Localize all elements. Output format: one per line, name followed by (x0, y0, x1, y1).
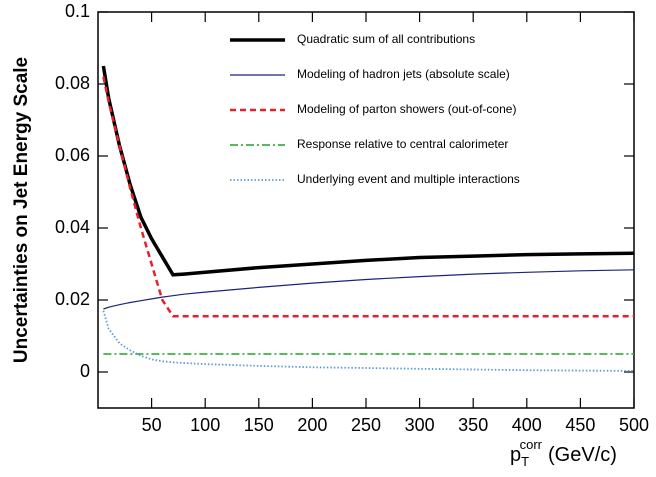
legend-label: Underlying event and multiple interactio… (297, 172, 520, 186)
series-line (102, 310, 635, 372)
x-tick-label: 100 (190, 415, 220, 435)
legend-label: Response relative to central calorimeter (297, 137, 508, 151)
x-tick-label: 300 (405, 415, 435, 435)
series-line (103, 269, 635, 310)
x-label-base: p (510, 444, 521, 466)
y-tick-label: 0.1 (65, 1, 90, 21)
x-axis-label: pTcorr (GeV/c) (510, 437, 617, 469)
series-line (102, 76, 634, 318)
x-label-sub: T (521, 454, 529, 469)
x-label-sup: corr (520, 437, 543, 452)
x-tick-label: 400 (512, 415, 542, 435)
x-tick-label: 150 (244, 415, 274, 435)
y-tick-label: 0 (80, 361, 90, 381)
y-tick-label: 0.06 (55, 145, 90, 165)
legend-label: Modeling of parton showers (out-of-cone) (297, 102, 516, 116)
legend-label: Quadratic sum of all contributions (297, 32, 475, 46)
x-tick-label: 200 (297, 415, 327, 435)
y-tick-label: 0.04 (55, 217, 90, 237)
y-tick-label: 0.08 (55, 73, 90, 93)
x-tick-label: 350 (458, 415, 488, 435)
x-tick-label: 450 (565, 415, 595, 435)
y-axis-label: Uncertainties on Jet Energy Scale (11, 57, 32, 363)
series-line (101, 65, 635, 277)
y-tick-label: 0.02 (55, 289, 90, 309)
x-tick-label: 50 (142, 415, 162, 435)
x-label-unit: (GeV/c) (548, 444, 617, 466)
legend-label: Modeling of hadron jets (absolute scale) (297, 67, 510, 81)
x-tick-label: 500 (619, 415, 649, 435)
x-tick-label: 250 (351, 415, 381, 435)
